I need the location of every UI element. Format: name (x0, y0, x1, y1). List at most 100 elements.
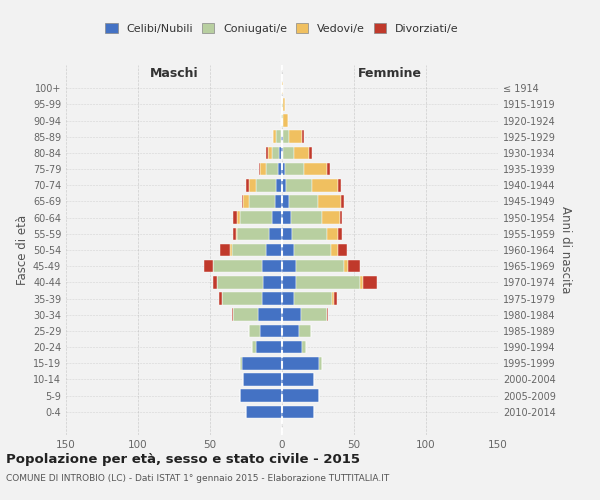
Bar (338, 179, 341, 192)
Bar (282, 244, 293, 256)
Bar (296, 260, 344, 272)
Bar (249, 324, 260, 337)
Bar (282, 390, 319, 402)
Bar (362, 276, 377, 288)
Bar (281, 130, 282, 143)
Bar (246, 406, 282, 418)
Bar (282, 357, 319, 370)
Bar (276, 179, 282, 192)
Bar (322, 212, 340, 224)
Bar (268, 146, 272, 159)
Bar (282, 406, 314, 418)
Bar (262, 260, 282, 272)
Bar (233, 308, 257, 321)
Bar (218, 292, 221, 305)
Y-axis label: Anni di nascita: Anni di nascita (559, 206, 572, 294)
Bar (310, 146, 312, 159)
Bar (242, 357, 282, 370)
Text: Femmine: Femmine (358, 67, 422, 80)
Bar (256, 341, 282, 353)
Bar (326, 228, 338, 240)
Bar (240, 390, 282, 402)
Bar (260, 324, 282, 337)
Bar (289, 195, 318, 208)
Bar (249, 195, 275, 208)
Bar (289, 130, 302, 143)
Bar (282, 179, 286, 192)
Bar (213, 276, 217, 288)
Text: COMUNE DI INTROBIO (LC) - Dati ISTAT 1° gennaio 2015 - Elaborazione TUTTITALIA.I: COMUNE DI INTROBIO (LC) - Dati ISTAT 1° … (6, 474, 389, 483)
Bar (278, 163, 282, 175)
Bar (282, 292, 293, 305)
Bar (283, 130, 289, 143)
Bar (282, 195, 289, 208)
Bar (279, 146, 282, 159)
Bar (282, 260, 296, 272)
Text: Popolazione per età, sesso e stato civile - 2015: Popolazione per età, sesso e stato civil… (6, 452, 360, 466)
Bar (283, 114, 288, 127)
Bar (260, 163, 266, 175)
Bar (282, 308, 301, 321)
Bar (249, 179, 256, 192)
Bar (293, 146, 310, 159)
Bar (233, 212, 238, 224)
Bar (242, 195, 243, 208)
Bar (263, 276, 282, 288)
Bar (204, 260, 213, 272)
Bar (272, 212, 282, 224)
Bar (282, 114, 283, 127)
Bar (282, 228, 292, 240)
Bar (282, 276, 296, 288)
Bar (262, 292, 282, 305)
Bar (340, 212, 343, 224)
Bar (283, 98, 285, 110)
Bar (326, 163, 329, 175)
Bar (269, 228, 282, 240)
Bar (282, 130, 283, 143)
Bar (276, 130, 281, 143)
Bar (272, 146, 279, 159)
Bar (282, 163, 285, 175)
Bar (312, 179, 338, 192)
Y-axis label: Fasce di età: Fasce di età (16, 215, 29, 285)
Bar (213, 260, 262, 272)
Bar (285, 163, 304, 175)
Bar (256, 179, 276, 192)
Bar (301, 308, 326, 321)
Bar (302, 130, 304, 143)
Bar (283, 146, 293, 159)
Bar (232, 308, 233, 321)
Bar (275, 195, 282, 208)
Bar (360, 276, 362, 288)
Bar (259, 163, 260, 175)
Bar (257, 308, 282, 321)
Bar (233, 228, 236, 240)
Bar (243, 195, 249, 208)
Bar (243, 373, 282, 386)
Bar (236, 228, 238, 240)
Bar (282, 341, 302, 353)
Bar (282, 82, 283, 94)
Bar (286, 179, 312, 192)
Bar (282, 212, 290, 224)
Bar (281, 114, 282, 127)
Legend: Celibi/Nubili, Coniugati/e, Vedovi/e, Divorziati/e: Celibi/Nubili, Coniugati/e, Vedovi/e, Di… (101, 19, 463, 38)
Bar (238, 228, 269, 240)
Bar (282, 373, 314, 386)
Bar (296, 276, 360, 288)
Bar (319, 357, 322, 370)
Bar (252, 341, 256, 353)
Bar (290, 212, 322, 224)
Bar (338, 244, 347, 256)
Bar (266, 146, 268, 159)
Bar (232, 244, 266, 256)
Bar (282, 98, 283, 110)
Bar (282, 324, 299, 337)
Bar (326, 308, 328, 321)
Bar (344, 260, 348, 272)
Bar (240, 212, 272, 224)
Bar (230, 244, 232, 256)
Bar (266, 163, 278, 175)
Bar (338, 228, 343, 240)
Bar (334, 292, 337, 305)
